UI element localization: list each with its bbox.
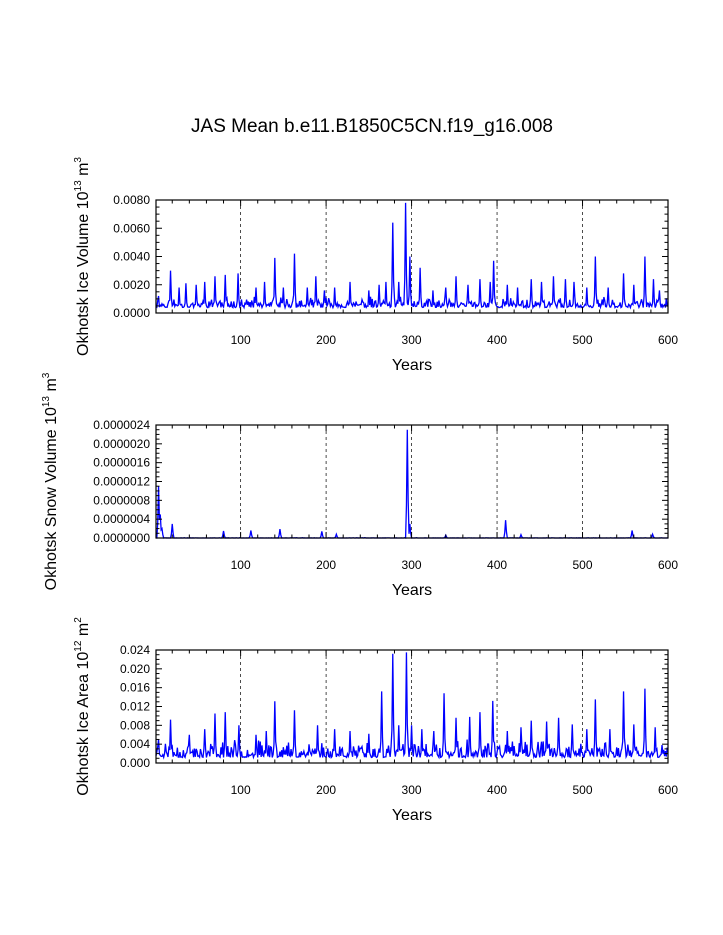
y-axis-title: Okhotsk Ice Area 1012 m2 [73, 617, 92, 796]
x-tick-label: 300 [402, 783, 422, 797]
y-axis-title-exp: 13 [73, 180, 84, 192]
y-axis-title-unit: m [43, 378, 60, 396]
y-tick-label: 0.0000008 [93, 493, 150, 507]
plot-frame [155, 199, 669, 314]
y-axis-title-text: Okhotsk Snow Volume 10 [43, 407, 60, 590]
y-axis-title-unit: m [75, 623, 92, 641]
x-tick-label: 500 [573, 558, 593, 572]
x-tick-label: 100 [231, 333, 251, 347]
x-tick-label: 100 [231, 558, 251, 572]
y-tick-label: 0.0000 [113, 306, 150, 320]
x-tick-label: 600 [658, 783, 678, 797]
panel-ice-area: 100 200 300 400 500 600 0.000 0.004 0.008 0.012 0.… [73, 617, 678, 824]
series-line [155, 202, 669, 310]
y-axis-title: Okhotsk Snow Volume 1013 m3 [41, 372, 60, 590]
x-tick-label: 600 [658, 333, 678, 347]
y-axis-title-unit-exp: 3 [41, 372, 52, 378]
y-tick-label: 0.0000016 [93, 456, 150, 470]
series-line [155, 429, 669, 539]
x-tick-label: 200 [316, 783, 336, 797]
y-tick-label: 0.020 [120, 662, 150, 676]
x-axis-title: Years [392, 357, 432, 374]
x-tick-label: 400 [487, 333, 507, 347]
y-tick-label: 0.000 [120, 756, 150, 770]
x-tick-label: 200 [316, 333, 336, 347]
x-tick-label: 500 [573, 783, 593, 797]
plot-frame [155, 424, 669, 539]
y-axis-title-unit-exp: 2 [73, 617, 84, 623]
x-tick-label: 300 [402, 333, 422, 347]
y-axis-title-unit: m [75, 163, 92, 181]
y-tick-label: 0.0000024 [93, 418, 150, 432]
y-axis-title-text: Okhotsk Ice Volume 10 [75, 191, 92, 356]
y-tick-label: 0.008 [120, 718, 150, 732]
y-tick-label: 0.0040 [113, 250, 150, 264]
y-tick-label: 0.0000020 [93, 437, 150, 451]
panel-ice-volume: 100 200 300 400 500 600 0.0000 0.0020 0.0040 0.00… [73, 157, 678, 374]
y-axis-title-exp: 13 [41, 396, 52, 408]
x-tick-label: 600 [658, 558, 678, 572]
x-tick-label: 500 [573, 333, 593, 347]
x-tick-label: 200 [316, 558, 336, 572]
x-axis-title: Years [392, 582, 432, 599]
x-tick-label: 400 [487, 558, 507, 572]
y-tick-label: 0.0000000 [93, 531, 150, 545]
y-tick-label: 0.012 [120, 700, 150, 714]
y-tick-label: 0.016 [120, 681, 150, 695]
y-axis-title-exp: 12 [73, 640, 84, 652]
x-axis-title: Years [392, 807, 432, 824]
y-tick-label: 0.004 [120, 737, 150, 751]
x-tick-label: 300 [402, 558, 422, 572]
series-line [155, 652, 669, 760]
y-axis-title: Okhotsk Ice Volume 1013 m3 [73, 157, 92, 356]
y-tick-label: 0.0060 [113, 221, 150, 235]
y-tick-label: 0.0080 [113, 193, 150, 207]
x-tick-label: 100 [231, 783, 251, 797]
figure-title: JAS Mean b.e11.B1850C5CN.f19_g16.008 [191, 116, 553, 137]
y-tick-label: 0.0000004 [93, 512, 150, 526]
y-axis-title-text: Okhotsk Ice Area 10 [75, 652, 92, 796]
panel-snow-volume: 100 200 300 400 500 600 0.0000000 0.0000004 0.00… [41, 372, 678, 599]
y-axis-title-unit-exp: 3 [73, 157, 84, 163]
y-tick-label: 0.0020 [113, 278, 150, 292]
y-tick-label: 0.024 [120, 643, 150, 657]
x-tick-label: 400 [487, 783, 507, 797]
y-tick-label: 0.0000012 [93, 475, 150, 489]
